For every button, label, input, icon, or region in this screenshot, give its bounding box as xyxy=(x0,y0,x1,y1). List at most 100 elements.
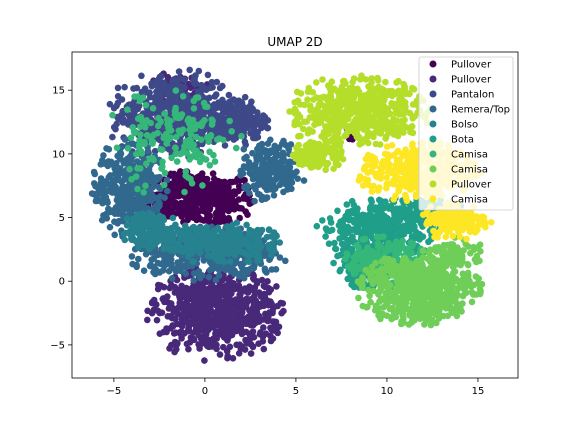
scatter-point xyxy=(380,303,388,311)
scatter-point xyxy=(204,71,212,79)
scatter-point xyxy=(381,212,389,220)
scatter-point xyxy=(271,143,278,150)
scatter-point xyxy=(113,144,121,152)
scatter-point xyxy=(168,314,176,322)
scatter-point xyxy=(425,238,432,246)
scatter-point xyxy=(153,316,161,324)
scatter-point xyxy=(206,303,213,311)
scatter-point xyxy=(106,100,114,108)
scatter-point xyxy=(134,165,141,172)
scatter-point xyxy=(245,159,253,166)
scatter-point xyxy=(216,314,224,322)
scatter-point xyxy=(251,242,258,249)
scatter-point xyxy=(208,78,216,86)
scatter-point xyxy=(157,73,165,80)
scatter-point xyxy=(207,266,215,273)
scatter-point xyxy=(184,246,192,254)
scatter-point xyxy=(202,317,210,325)
scatter-point xyxy=(260,112,267,119)
scatter-point xyxy=(229,304,237,312)
scatter-point xyxy=(158,146,166,153)
scatter-point xyxy=(459,275,467,283)
scatter-point xyxy=(113,207,121,214)
scatter-point xyxy=(254,128,261,136)
scatter-point xyxy=(109,111,116,119)
scatter-point xyxy=(138,116,145,124)
scatter-point xyxy=(158,99,166,106)
scatter-point xyxy=(173,158,181,165)
scatter-point xyxy=(264,117,272,124)
scatter-point xyxy=(98,216,106,224)
scatter-point xyxy=(161,262,168,270)
scatter-point xyxy=(264,278,271,285)
scatter-point xyxy=(184,216,191,224)
scatter-point xyxy=(114,93,122,100)
scatter-point xyxy=(459,270,467,278)
scatter-point xyxy=(242,285,250,293)
scatter-point xyxy=(194,188,201,195)
scatter-point xyxy=(102,211,109,219)
scatter-point xyxy=(225,91,233,99)
scatter-point xyxy=(119,110,126,118)
scatter-point xyxy=(159,214,167,221)
scatter-point xyxy=(449,269,457,277)
scatter-point xyxy=(203,328,210,336)
scatter-point xyxy=(273,283,280,290)
scatter-point xyxy=(344,224,352,231)
scatter-point xyxy=(413,209,421,216)
scatter-point xyxy=(394,223,402,230)
scatter-point xyxy=(175,68,183,75)
scatter-point xyxy=(237,290,244,298)
scatter-point xyxy=(109,207,116,214)
scatter-point xyxy=(177,130,185,137)
scatter-point xyxy=(382,246,390,254)
scatter-point xyxy=(214,245,222,253)
scatter-point xyxy=(248,98,255,105)
scatter-point xyxy=(258,226,266,234)
scatter-point xyxy=(186,237,194,245)
scatter-point xyxy=(109,133,116,141)
scatter-point xyxy=(226,258,234,265)
scatter-point xyxy=(343,201,351,208)
scatter-point xyxy=(110,104,118,112)
scatter-point xyxy=(164,90,171,97)
scatter-point xyxy=(172,329,180,337)
scatter-point xyxy=(128,253,136,260)
scatter-point xyxy=(222,324,230,332)
scatter-point xyxy=(352,269,360,277)
scatter-point xyxy=(410,240,417,248)
scatter-point xyxy=(226,203,233,210)
scatter-point xyxy=(160,181,168,189)
scatter-point xyxy=(246,189,253,197)
scatter-point xyxy=(141,233,149,240)
scatter-point xyxy=(217,218,224,225)
scatter-point xyxy=(187,232,195,240)
scatter-point xyxy=(166,95,173,103)
scatter-point xyxy=(179,93,187,100)
scatter-point xyxy=(251,118,259,125)
scatter-point xyxy=(166,284,174,292)
scatter-point xyxy=(263,161,271,169)
scatter-point xyxy=(130,85,137,92)
scatter-point xyxy=(226,105,234,112)
scatter-point xyxy=(105,158,112,165)
scatter-point xyxy=(468,298,476,306)
scatter-point xyxy=(129,140,137,148)
scatter-point xyxy=(222,290,230,298)
scatter-point xyxy=(219,306,227,314)
scatter-point xyxy=(241,249,248,257)
scatter-point xyxy=(359,274,366,282)
scatter-point xyxy=(199,202,207,210)
scatter-point xyxy=(156,237,164,244)
scatter-point xyxy=(212,210,220,218)
scatter-point xyxy=(174,310,182,318)
scatter-point xyxy=(197,87,205,95)
scatter-point xyxy=(147,261,154,269)
scatter-point xyxy=(170,183,178,191)
scatter-point xyxy=(174,339,181,347)
scatter-point xyxy=(187,192,194,200)
scatter-point xyxy=(224,297,232,304)
scatter-point xyxy=(167,134,174,141)
scatter-point xyxy=(160,252,167,260)
scatter-point xyxy=(129,260,136,268)
